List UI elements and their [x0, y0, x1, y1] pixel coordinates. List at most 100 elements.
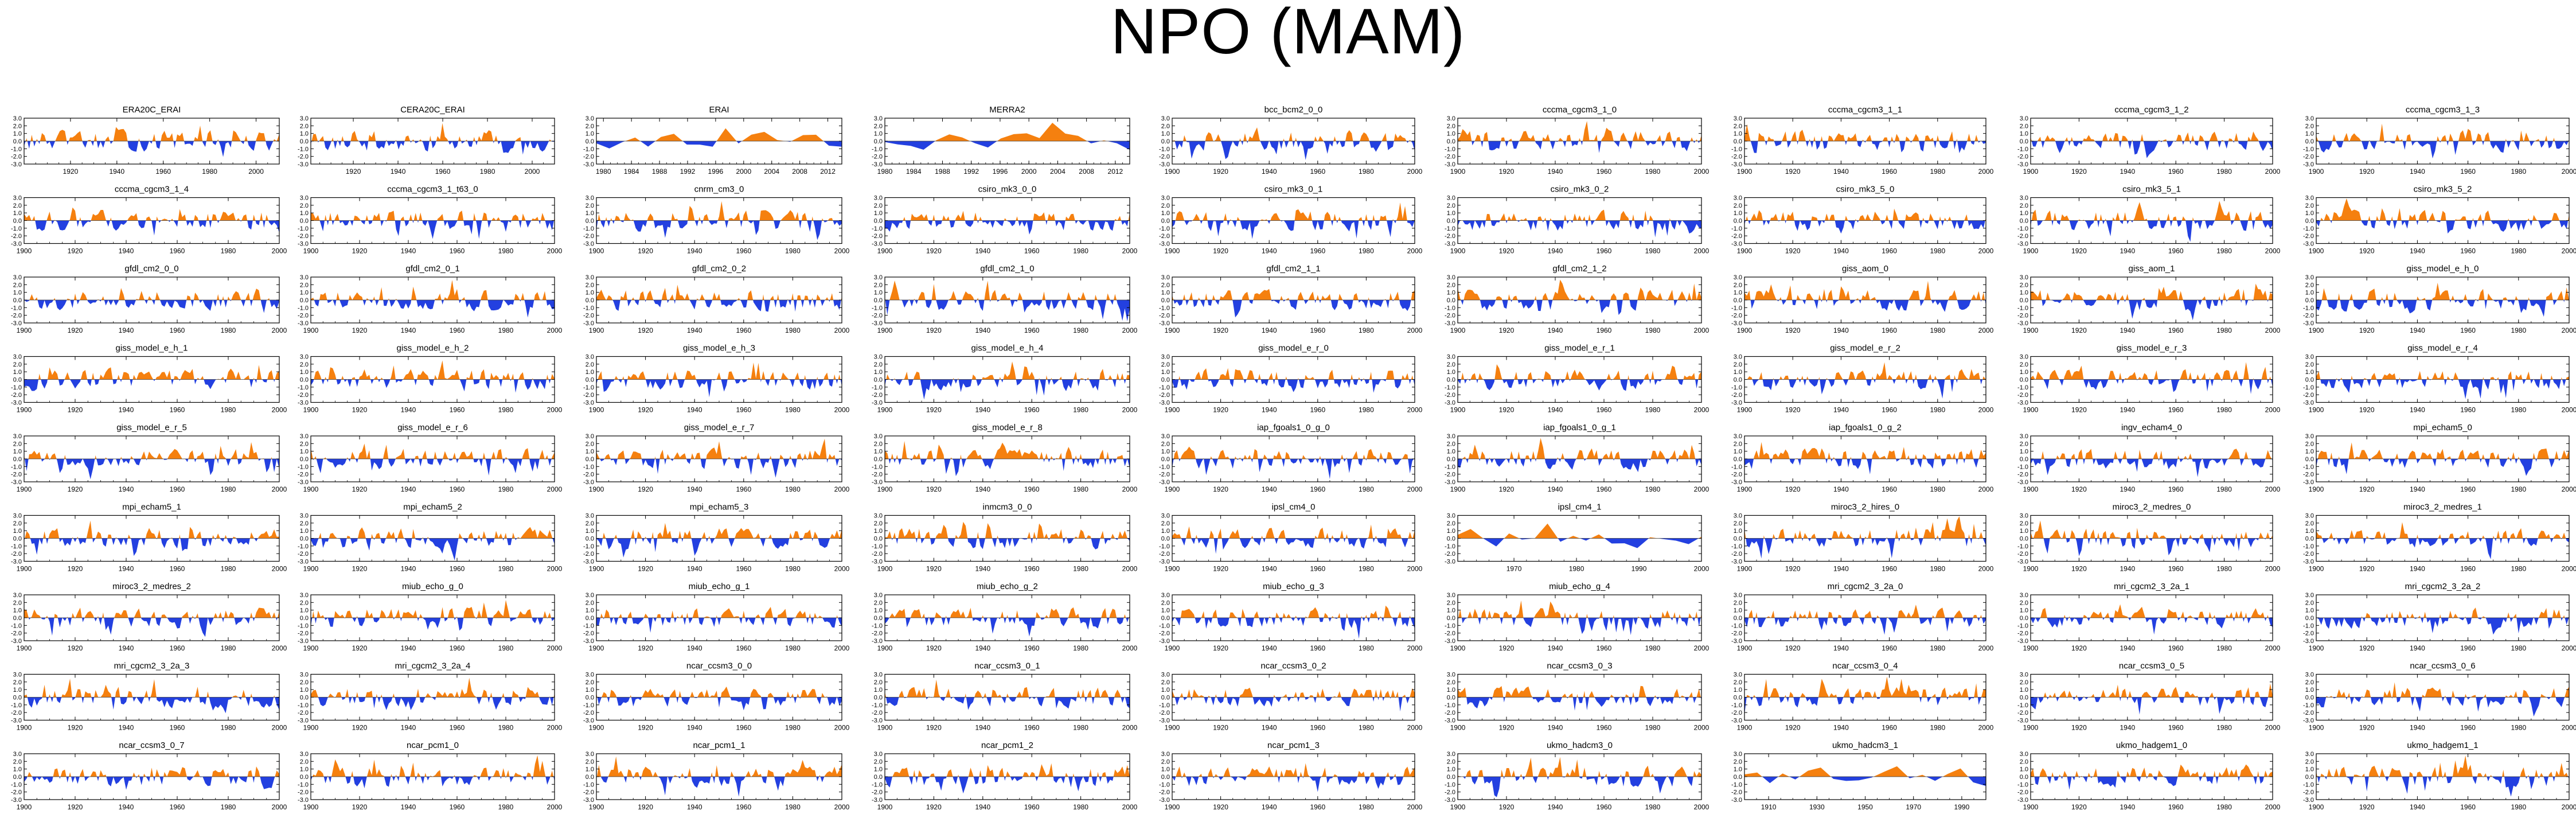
- x-tick-label: 1900: [303, 644, 319, 652]
- y-tick-label: 2.0: [586, 679, 594, 686]
- x-tick-label: 2000: [1694, 247, 1709, 255]
- negative-area: [1744, 618, 1986, 635]
- x-tick-label: 1900: [1450, 644, 1466, 652]
- x-tick-label: 1960: [1024, 326, 1040, 334]
- y-tick-label: -1.0: [11, 225, 22, 232]
- negative-area: [2031, 618, 2273, 635]
- x-tick-label: 1900: [589, 247, 604, 255]
- x-tick-label: 1900: [877, 644, 893, 652]
- x-tick-label: 1960: [450, 803, 465, 811]
- x-tick-label: 1920: [1213, 247, 1228, 255]
- y-tick-label: -3.0: [1731, 479, 1742, 486]
- y-tick-label: 0.0: [1447, 615, 1455, 622]
- x-tick-label: 1980: [1073, 485, 1088, 493]
- y-tick-label: 3.0: [586, 354, 594, 361]
- y-tick-label: -2.0: [1445, 154, 1455, 161]
- y-tick-label: 3.0: [1447, 115, 1455, 122]
- y-tick-label: 2.0: [2305, 441, 2314, 447]
- panel-title: giss_model_e_r_2: [1830, 344, 1900, 353]
- x-tick-label: 2000: [2265, 565, 2281, 573]
- panel-cera20c-erai: CERA20C_ERAI 3.02.01.00.0-1.0-2.0-3.0 1920…: [298, 105, 555, 176]
- y-tick-label: 0.0: [1161, 218, 1170, 225]
- x-tick-label: 2000: [834, 724, 850, 732]
- panel-title: miub_echo_g_1: [689, 582, 750, 591]
- x-tick-label: 2000: [547, 565, 563, 573]
- y-tick-label: -1.0: [2303, 622, 2314, 629]
- x-tick-label: 1960: [2460, 565, 2476, 573]
- y-tick-label: -1.0: [872, 305, 883, 311]
- negative-area: [311, 379, 551, 393]
- y-tick-label: 1.0: [874, 210, 883, 217]
- positive-area: [1460, 209, 1683, 221]
- positive-area: [311, 677, 555, 698]
- y-tick-label: -2.0: [11, 710, 22, 716]
- negative-area: [1466, 697, 1701, 711]
- y-tick-label: 3.0: [874, 592, 883, 599]
- negative-area: [24, 141, 274, 157]
- negative-area: [1458, 379, 1699, 391]
- negative-area: [24, 538, 258, 556]
- y-tick-label: 3.0: [1447, 672, 1455, 679]
- y-tick-label: 0.0: [1734, 536, 1742, 543]
- x-tick-label: 1940: [2120, 565, 2135, 573]
- panel-title: ncar_ccsm3_0_5: [2119, 661, 2184, 671]
- y-tick-label: -1.0: [2017, 622, 2028, 629]
- y-tick-label: -1.0: [2303, 543, 2314, 550]
- x-tick-label: 1980: [877, 167, 893, 176]
- y-tick-label: -2.0: [583, 472, 594, 478]
- negative-area: [1172, 379, 1415, 393]
- panel-title: ncar_ccsm3_0_4: [1832, 661, 1898, 671]
- x-tick-label: 1920: [1213, 167, 1228, 176]
- positive-area: [2031, 201, 2263, 221]
- y-tick-label: -2.0: [11, 233, 22, 240]
- x-tick-label: 1920: [1785, 485, 1801, 493]
- panel-mri-cgcm2-3-2a-4: mri_cgcm2_3_2a_4 3.02.01.0 0.0-1.0-2.0 -3.0…: [298, 661, 563, 732]
- y-tick-label: 3.0: [2305, 115, 2314, 122]
- y-tick-label: 1.0: [2305, 210, 2314, 217]
- x-tick-label: 1940: [401, 644, 416, 652]
- positive-area: [24, 679, 275, 698]
- x-tick-label: 2000: [1407, 644, 1423, 652]
- y-tick-label: 3.0: [300, 672, 309, 679]
- panel-title: giss_aom_1: [2129, 264, 2175, 274]
- panel-csiro-mk3-0-2: csiro_mk3_0_2 3.02.01.00.0-1.0-2.0-3.0190…: [1445, 185, 1709, 255]
- y-tick-label: 1.0: [1161, 528, 1170, 535]
- y-tick-label: 2.0: [1161, 441, 1170, 447]
- x-tick-label: 1940: [2410, 485, 2425, 493]
- x-tick-label: 1940: [1548, 167, 1563, 176]
- y-tick-label: 2.0: [1447, 599, 1455, 606]
- y-tick-label: -2.0: [1159, 630, 1170, 637]
- panel-title: gfdl_cm2_1_1: [1266, 264, 1320, 274]
- y-tick-label: -3.0: [583, 161, 594, 168]
- x-tick-label: 1980: [1930, 326, 1945, 334]
- x-tick-label: 1940: [687, 247, 702, 255]
- y-tick-label: -1.0: [872, 702, 883, 709]
- x-tick-label: 1980: [1359, 644, 1374, 652]
- x-tick-label: 1960: [736, 565, 751, 573]
- positive-area: [1462, 438, 1696, 459]
- x-tick-label: 1960: [2460, 247, 2476, 255]
- x-tick-label: 1920: [1785, 167, 1801, 176]
- x-tick-label: 1920: [2071, 167, 2087, 176]
- y-tick-label: 0.0: [13, 297, 22, 304]
- positive-area: [1458, 600, 1701, 618]
- y-tick-label: 1.0: [1734, 131, 1742, 138]
- y-tick-label: 2.0: [874, 520, 883, 527]
- panel-miroc3-2-medres-0: miroc3_2_medres_0 3.02.01.00.0-1.0-2.0-3.…: [2017, 502, 2281, 573]
- x-tick-label: 1940: [1833, 406, 1849, 414]
- x-tick-label: 1960: [1597, 167, 1612, 176]
- y-tick-label: 0.0: [874, 218, 883, 225]
- x-tick-label: 2000: [1978, 167, 1994, 176]
- x-tick-label: 1960: [736, 326, 751, 334]
- x-tick-label: 1920: [638, 406, 653, 414]
- negative-area: [1746, 379, 1986, 399]
- positive-area: [600, 607, 838, 618]
- x-tick-label: 1940: [1833, 565, 1849, 573]
- y-tick-label: 3.0: [1734, 274, 1742, 281]
- y-tick-label: 0.0: [1447, 218, 1455, 225]
- positive-area: [1172, 127, 1411, 141]
- negative-area: [2316, 618, 2569, 635]
- y-tick-label: 3.0: [586, 274, 594, 281]
- x-tick-label: 1900: [2309, 565, 2324, 573]
